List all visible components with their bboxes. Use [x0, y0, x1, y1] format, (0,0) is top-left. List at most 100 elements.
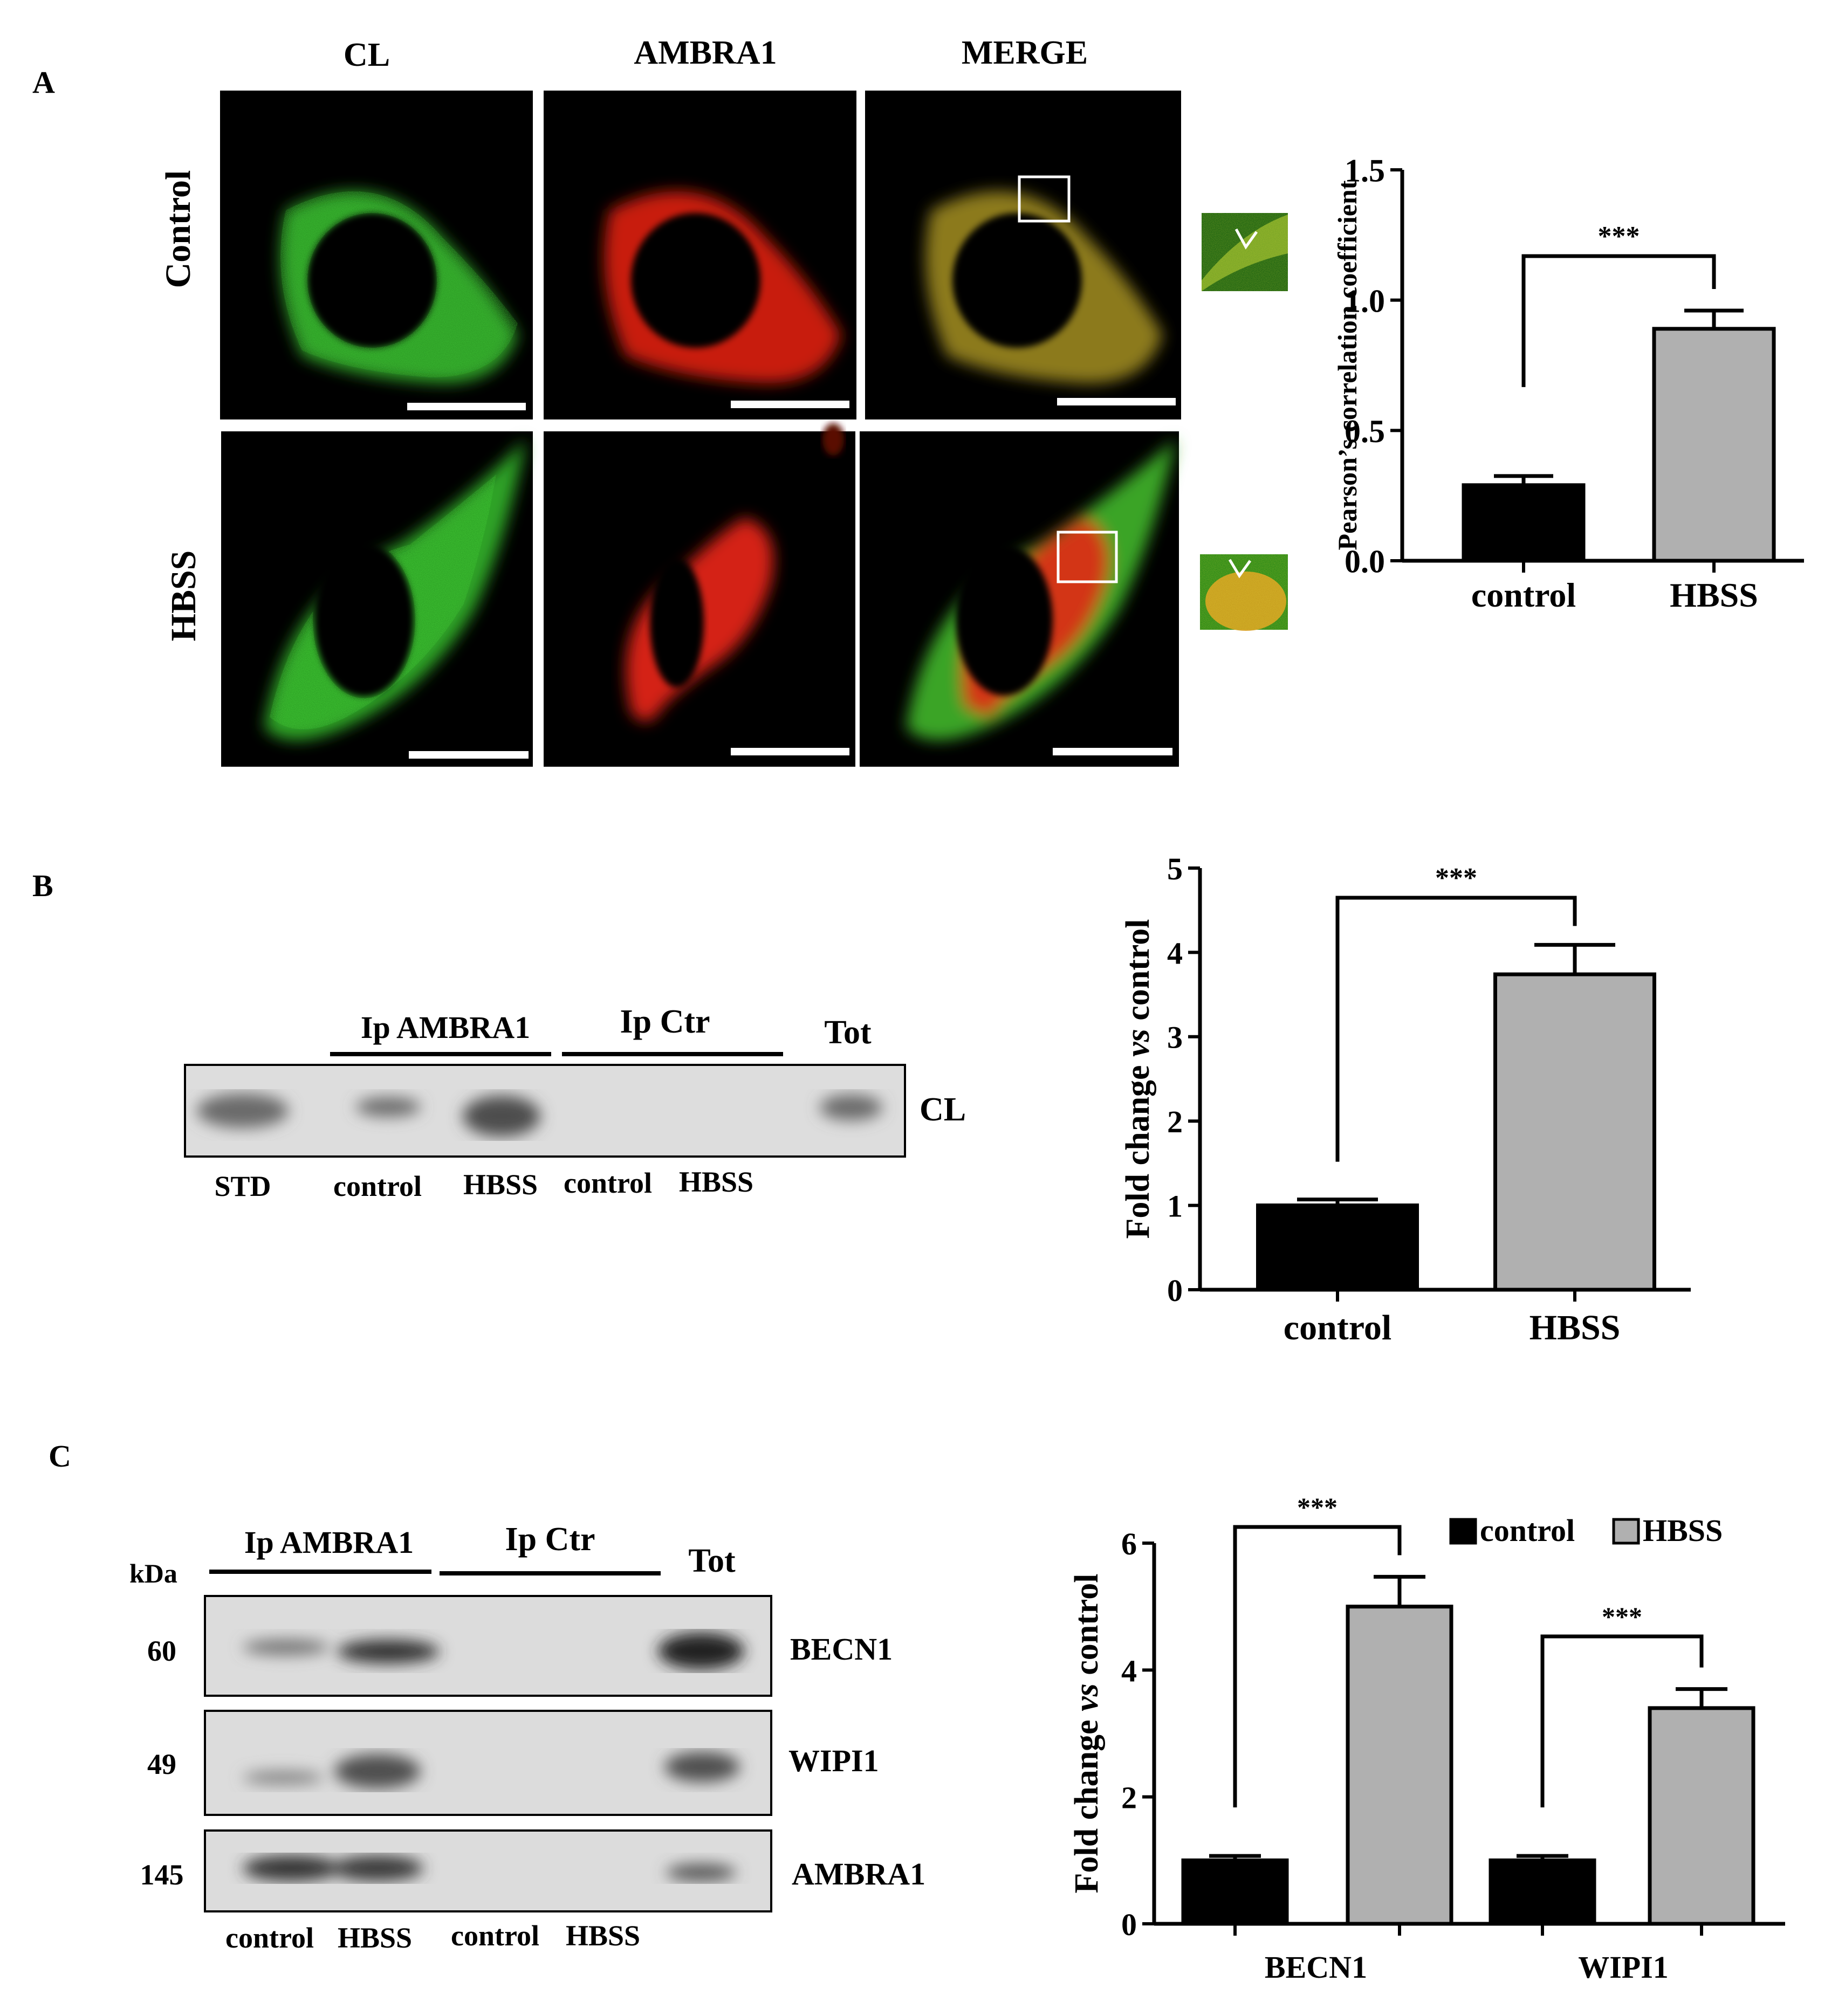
blot-membrane-cl	[184, 1064, 906, 1158]
lane-label-hbss-ip: HBSS	[463, 1168, 538, 1201]
group-label-c-tot: Tot	[688, 1543, 736, 1579]
band-becn1-hbss	[337, 1640, 440, 1663]
x-tick-label: control	[1284, 1308, 1391, 1347]
significance-label: ***	[1602, 1601, 1642, 1632]
lane-label-c-control-ip: control	[225, 1922, 314, 1954]
y-tick-label: 4	[1167, 935, 1183, 971]
legend: control HBSS	[1449, 1513, 1723, 1548]
inset-control	[1202, 213, 1288, 291]
significance-label: ***	[1598, 221, 1640, 252]
kda-60: 60	[147, 1635, 176, 1667]
bar-wipi1-control	[1489, 1858, 1596, 1926]
chart-fold-change-cl: 0 1 2 3 4 5 control HBSS *** Fold change vs contr…	[1120, 851, 1691, 1347]
lane-label-c-hbss-ip: HBSS	[338, 1922, 412, 1954]
y-tick-label: 6	[1121, 1526, 1137, 1561]
y-axis-label: Pearson’s correlation coefficient	[1332, 180, 1362, 550]
panel-label-b: B	[32, 868, 53, 903]
western-blot-b: Ip AMBRA1 Ip Ctr Tot CL STD control HBSS…	[184, 1003, 966, 1202]
band-ip-ambra1-control	[356, 1097, 421, 1117]
x-tick-label: control	[1471, 576, 1576, 614]
lane-label-control-ctr: control	[564, 1167, 652, 1199]
row-label-hbss: HBSS	[164, 551, 203, 642]
significance-bracket	[1233, 1525, 1402, 1808]
y-tick-label: 2	[1167, 1104, 1183, 1139]
x-tick-label: HBSS	[1530, 1308, 1621, 1347]
bar-wipi1-hbss	[1648, 1706, 1755, 1926]
y-tick-label: 3	[1167, 1020, 1183, 1055]
bar-becn1-control	[1181, 1858, 1289, 1926]
bar-hbss	[1652, 327, 1776, 563]
kda-label: kDa	[129, 1558, 177, 1588]
row-label-ambra1: AMBRA1	[792, 1856, 925, 1891]
y-axis-label: Fold change vs control	[1120, 919, 1156, 1239]
column-header-merge: MERGE	[962, 35, 1088, 71]
significance-bracket	[1540, 1634, 1704, 1808]
band-ambra1-control	[243, 1855, 340, 1881]
micrograph-ambra1-hbss	[544, 423, 855, 767]
micrograph-grid: CL AMBRA1 MERGE Control HBSS	[159, 35, 1826, 767]
row-label-wipi1: WIPI1	[788, 1743, 879, 1778]
band-becn1-tot	[658, 1633, 744, 1669]
kda-145: 145	[140, 1859, 184, 1891]
panel-label-a: A	[32, 65, 55, 100]
legend-label-control: control	[1480, 1513, 1575, 1548]
lane-label-hbss-ctr: HBSS	[679, 1166, 753, 1198]
y-tick-label: 1	[1167, 1188, 1183, 1223]
band-ambra1-tot	[666, 1864, 736, 1881]
group-label-c-ip-ctr: Ip Ctr	[505, 1521, 595, 1558]
lane-label-c-control-ctr: control	[451, 1919, 539, 1952]
lane-label-c-hbss-ctr: HBSS	[566, 1919, 640, 1952]
band-wipi1-control	[243, 1771, 324, 1784]
y-tick-label: 0.0	[1345, 544, 1385, 580]
y-tick-label: 5	[1167, 851, 1183, 886]
legend-swatch-control	[1449, 1518, 1477, 1545]
y-tick-label: 0	[1121, 1907, 1137, 1942]
x-tick-label: BECN1	[1265, 1950, 1367, 1985]
bar-control	[1256, 1203, 1419, 1292]
column-header-ambra1: AMBRA1	[634, 35, 777, 71]
band-ip-ambra1-hbss	[463, 1096, 540, 1137]
bar-hbss	[1493, 972, 1656, 1292]
group-label-c-ip-ambra1: Ip AMBRA1	[244, 1525, 414, 1560]
bar-becn1-hbss	[1346, 1605, 1453, 1926]
micrograph-cl-hbss	[221, 431, 533, 767]
band-std	[197, 1093, 289, 1128]
band-wipi1-tot	[664, 1752, 740, 1782]
x-tick-label: HBSS	[1670, 576, 1758, 614]
band-label-cl: CL	[920, 1091, 966, 1128]
y-tick-label: 0	[1167, 1273, 1183, 1308]
y-tick-label: 2	[1121, 1780, 1137, 1815]
row-label-control: Control	[159, 170, 198, 288]
group-label-ip-ctr: Ip Ctr	[620, 1003, 710, 1040]
kda-49: 49	[147, 1748, 176, 1780]
significance-label: ***	[1297, 1492, 1338, 1522]
y-tick-label: 1.5	[1345, 153, 1385, 189]
significance-label: ***	[1435, 863, 1477, 893]
band-becn1-control	[243, 1640, 329, 1655]
y-tick-label: 1.0	[1345, 283, 1385, 319]
micrograph-cl-control	[220, 91, 533, 419]
panel-label-c: C	[49, 1439, 71, 1474]
inset-hbss	[1200, 554, 1288, 631]
significance-bracket	[1335, 896, 1577, 1162]
band-tot	[820, 1095, 882, 1120]
y-tick-label: 4	[1121, 1653, 1137, 1688]
chart-fold-change-becn1-wipi1: 0 2 4 6 BECN1 *** WIPI1 *** Fold change vs contr…	[1068, 1492, 1785, 1985]
row-label-becn1: BECN1	[790, 1632, 893, 1667]
group-label-ip-ambra1: Ip AMBRA1	[361, 1010, 530, 1045]
column-header-cl: CL	[344, 37, 390, 73]
legend-label-hbss: HBSS	[1643, 1513, 1723, 1548]
bar-control	[1462, 483, 1586, 563]
band-ambra1-hbss	[332, 1855, 423, 1881]
band-wipi1-hbss	[334, 1754, 421, 1788]
western-blot-c: kDa Ip AMBRA1 Ip Ctr Tot 60 BECN1 49 WIP…	[129, 1521, 925, 1954]
x-tick-label: WIPI1	[1578, 1950, 1669, 1985]
lane-label-std: STD	[214, 1170, 271, 1202]
chart-pearson-correlation: 0.0 0.5 1.0 1.5 control HBSS *** Pearson’s corr…	[1332, 153, 1804, 614]
legend-swatch-hbss	[1612, 1518, 1640, 1545]
y-axis-label: Fold change vs control	[1068, 1573, 1105, 1893]
y-tick-label: 0.5	[1345, 414, 1385, 449]
significance-bracket	[1521, 254, 1716, 387]
group-label-tot: Tot	[824, 1014, 872, 1051]
